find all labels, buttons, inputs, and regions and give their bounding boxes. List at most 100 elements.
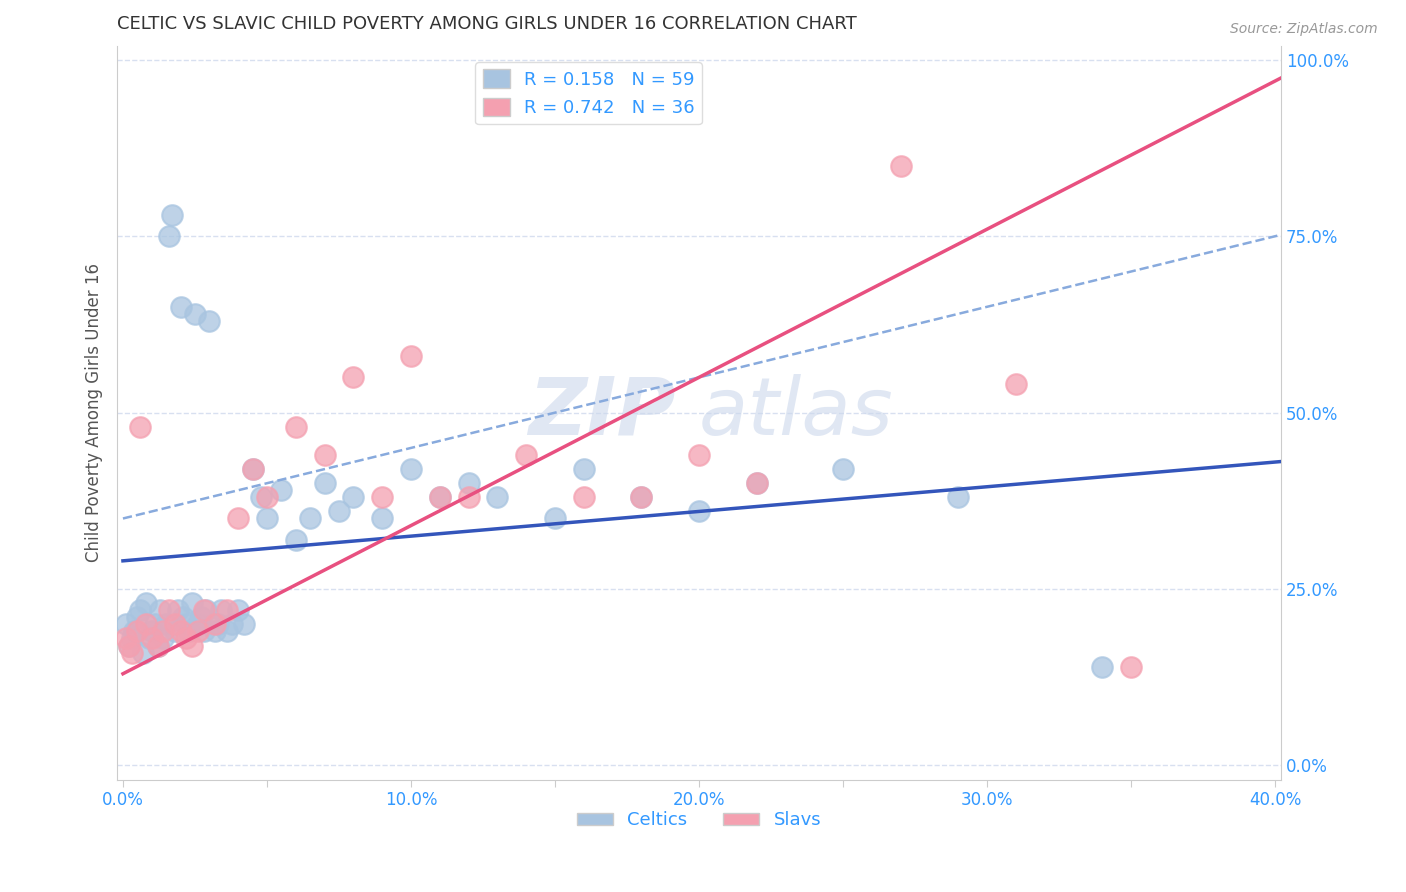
- Point: [141, 632, 163, 646]
- Point: [121, 646, 143, 660]
- Point: [688, 504, 710, 518]
- Point: [155, 617, 177, 632]
- Point: [221, 617, 243, 632]
- Point: [209, 603, 232, 617]
- Point: [176, 632, 198, 646]
- Point: [242, 462, 264, 476]
- Point: [544, 511, 567, 525]
- Point: [1091, 659, 1114, 673]
- Point: [157, 603, 180, 617]
- Point: [256, 491, 278, 505]
- Point: [118, 639, 141, 653]
- Point: [143, 617, 166, 632]
- Point: [152, 624, 174, 639]
- Legend: Celtics, Slavs: Celtics, Slavs: [569, 805, 828, 837]
- Point: [1005, 377, 1028, 392]
- Point: [457, 476, 479, 491]
- Point: [515, 448, 537, 462]
- Point: [127, 610, 149, 624]
- Point: [215, 624, 238, 639]
- Point: [114, 617, 136, 632]
- Point: [187, 624, 209, 639]
- Point: [371, 511, 394, 525]
- Point: [270, 483, 292, 498]
- Point: [745, 476, 768, 491]
- Point: [169, 624, 191, 639]
- Point: [121, 632, 143, 646]
- Point: [135, 617, 157, 632]
- Point: [1121, 659, 1143, 673]
- Point: [371, 491, 394, 505]
- Point: [630, 491, 652, 505]
- Text: CELTIC VS SLAVIC CHILD POVERTY AMONG GIRLS UNDER 16 CORRELATION CHART: CELTIC VS SLAVIC CHILD POVERTY AMONG GIR…: [117, 15, 856, 33]
- Point: [160, 208, 183, 222]
- Point: [204, 617, 226, 632]
- Point: [163, 617, 186, 632]
- Point: [486, 491, 509, 505]
- Point: [572, 491, 595, 505]
- Point: [745, 476, 768, 491]
- Point: [284, 419, 307, 434]
- Point: [226, 511, 249, 525]
- Point: [250, 491, 273, 505]
- Point: [166, 603, 188, 617]
- Point: [157, 229, 180, 244]
- Point: [457, 491, 479, 505]
- Point: [132, 646, 155, 660]
- Point: [630, 491, 652, 505]
- Point: [215, 603, 238, 617]
- Text: Source: ZipAtlas.com: Source: ZipAtlas.com: [1230, 22, 1378, 37]
- Point: [127, 624, 149, 639]
- Point: [146, 639, 169, 653]
- Text: ZIP: ZIP: [529, 374, 676, 451]
- Point: [163, 624, 186, 639]
- Point: [181, 639, 204, 653]
- Point: [193, 603, 215, 617]
- Point: [890, 159, 912, 173]
- Point: [138, 632, 160, 646]
- Point: [572, 462, 595, 476]
- Point: [256, 511, 278, 525]
- Point: [152, 632, 174, 646]
- Point: [187, 617, 209, 632]
- Point: [314, 476, 336, 491]
- Point: [181, 596, 204, 610]
- Point: [146, 639, 169, 653]
- Point: [299, 511, 322, 525]
- Point: [232, 617, 254, 632]
- Point: [198, 314, 221, 328]
- Point: [328, 504, 350, 518]
- Point: [429, 491, 451, 505]
- Point: [284, 533, 307, 547]
- Point: [314, 448, 336, 462]
- Point: [141, 624, 163, 639]
- Point: [179, 624, 201, 639]
- Point: [195, 603, 218, 617]
- Point: [149, 603, 172, 617]
- Point: [342, 491, 364, 505]
- Point: [832, 462, 855, 476]
- Point: [172, 610, 194, 624]
- Point: [399, 462, 422, 476]
- Point: [129, 603, 152, 617]
- Point: [948, 491, 970, 505]
- Point: [207, 617, 229, 632]
- Y-axis label: Child Poverty Among Girls Under 16: Child Poverty Among Girls Under 16: [86, 263, 103, 562]
- Point: [342, 370, 364, 384]
- Point: [118, 639, 141, 653]
- Point: [135, 596, 157, 610]
- Point: [204, 624, 226, 639]
- Point: [129, 419, 152, 434]
- Point: [114, 632, 136, 646]
- Point: [399, 349, 422, 363]
- Point: [226, 603, 249, 617]
- Point: [429, 491, 451, 505]
- Text: atlas: atlas: [699, 374, 894, 451]
- Point: [242, 462, 264, 476]
- Point: [124, 624, 146, 639]
- Point: [184, 307, 207, 321]
- Point: [176, 617, 198, 632]
- Point: [193, 624, 215, 639]
- Point: [190, 610, 212, 624]
- Point: [169, 300, 191, 314]
